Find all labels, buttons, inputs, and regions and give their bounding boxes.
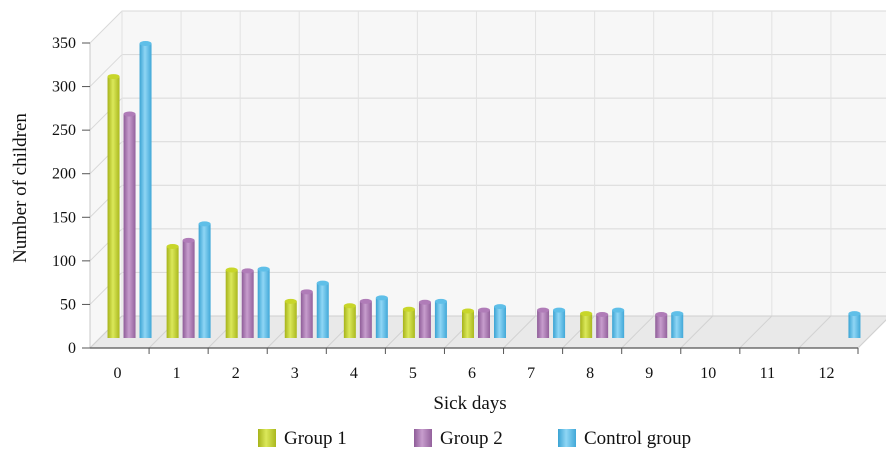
legend-item-group-1: Group 1 (258, 428, 347, 449)
x-tick-label: 1 (173, 365, 181, 382)
gridlines (89, 10, 886, 349)
legend: Group 1 Group 2 Control group (258, 428, 691, 449)
y-tick-label: 200 (52, 166, 76, 183)
y-axis-label: Number of children (10, 113, 31, 263)
floor-gridline (798, 315, 832, 349)
bar-group-1-5 (402, 306, 415, 338)
legend-label: Group 2 (440, 428, 503, 449)
bar-group-1-4 (343, 303, 356, 338)
x-axis-ticks: 0 1 2 3 4 5 6 7 8 9 10 11 12 (114, 348, 859, 382)
legend-swatch (558, 429, 576, 447)
y-tick-label: 0 (68, 340, 76, 357)
x-tick-label: 10 (700, 365, 716, 382)
x-tick-label: 0 (114, 365, 122, 382)
x-tick-label: 11 (760, 365, 775, 382)
legend-label: Group 1 (284, 428, 347, 449)
bar-group-2-4 (359, 298, 372, 338)
floor-gridline (680, 315, 714, 349)
bar-group-2-1 (182, 237, 195, 338)
bar-control-group-2 (257, 266, 270, 338)
plot-background (90, 11, 886, 348)
y-tick-label: 150 (52, 209, 76, 226)
bar-control-group-3 (316, 280, 329, 338)
x-tick-label: 7 (527, 365, 535, 382)
x-tick-label: 4 (350, 365, 358, 382)
x-tick-label: 3 (291, 365, 299, 382)
x-axis-label: Sick days (433, 393, 506, 414)
bars (107, 40, 861, 339)
bar-control-group-7 (553, 307, 566, 338)
legend-label: Control group (584, 428, 691, 449)
bar-control-group-4 (375, 295, 388, 338)
y-axis-ticks: 0 50 100 150 200 250 300 350 (52, 35, 90, 357)
bar-control-group-6 (494, 304, 506, 338)
bar-group-2-8 (596, 311, 609, 338)
x-tick-label: 8 (586, 365, 594, 382)
bar-group-2-9 (655, 311, 668, 338)
y-tick-label: 300 (52, 79, 76, 96)
bar-group-1-0 (107, 74, 120, 339)
x-tick-label: 6 (468, 365, 476, 382)
bar-group-1-6 (462, 308, 474, 338)
x-tick-label: 9 (645, 365, 653, 382)
y-tick-label: 50 (60, 296, 76, 313)
plot-wall (90, 11, 886, 348)
bar-group-2-0 (123, 111, 136, 339)
legend-item-group-2: Group 2 (414, 428, 503, 449)
legend-swatch (258, 429, 276, 447)
floor-gridline (621, 315, 655, 349)
y-tick-label: 350 (52, 35, 76, 52)
bar-group-1-8 (580, 311, 593, 338)
floor-gridline (857, 319, 886, 349)
bar-group-1-3 (284, 298, 297, 338)
x-tick-label: 5 (409, 365, 417, 382)
y-tick-label: 250 (52, 122, 76, 139)
bar-group-2-7 (537, 307, 550, 338)
legend-item-control-group: Control group (558, 428, 691, 449)
x-tick-label: 12 (818, 365, 834, 382)
bar-control-group-1 (198, 221, 211, 338)
bar-control-group-9 (671, 311, 684, 338)
bar-group-2-6 (478, 307, 490, 338)
floor-gridline (503, 315, 536, 349)
bar-group-2-5 (418, 299, 431, 338)
bar-group-2-2 (241, 268, 254, 338)
bar-control-group-8 (612, 307, 625, 338)
floor-gridline (739, 315, 773, 349)
bar-group-1-1 (166, 244, 179, 338)
bar-control-group-0 (139, 40, 152, 338)
bar-group-1-2 (225, 267, 238, 338)
y-tick-label: 100 (52, 253, 76, 270)
x-tick-label: 2 (232, 365, 240, 382)
bar-group-2-3 (300, 289, 313, 338)
bar-control-group-12 (848, 311, 861, 338)
bar-control-group-5 (434, 298, 447, 338)
legend-swatch (414, 429, 432, 447)
